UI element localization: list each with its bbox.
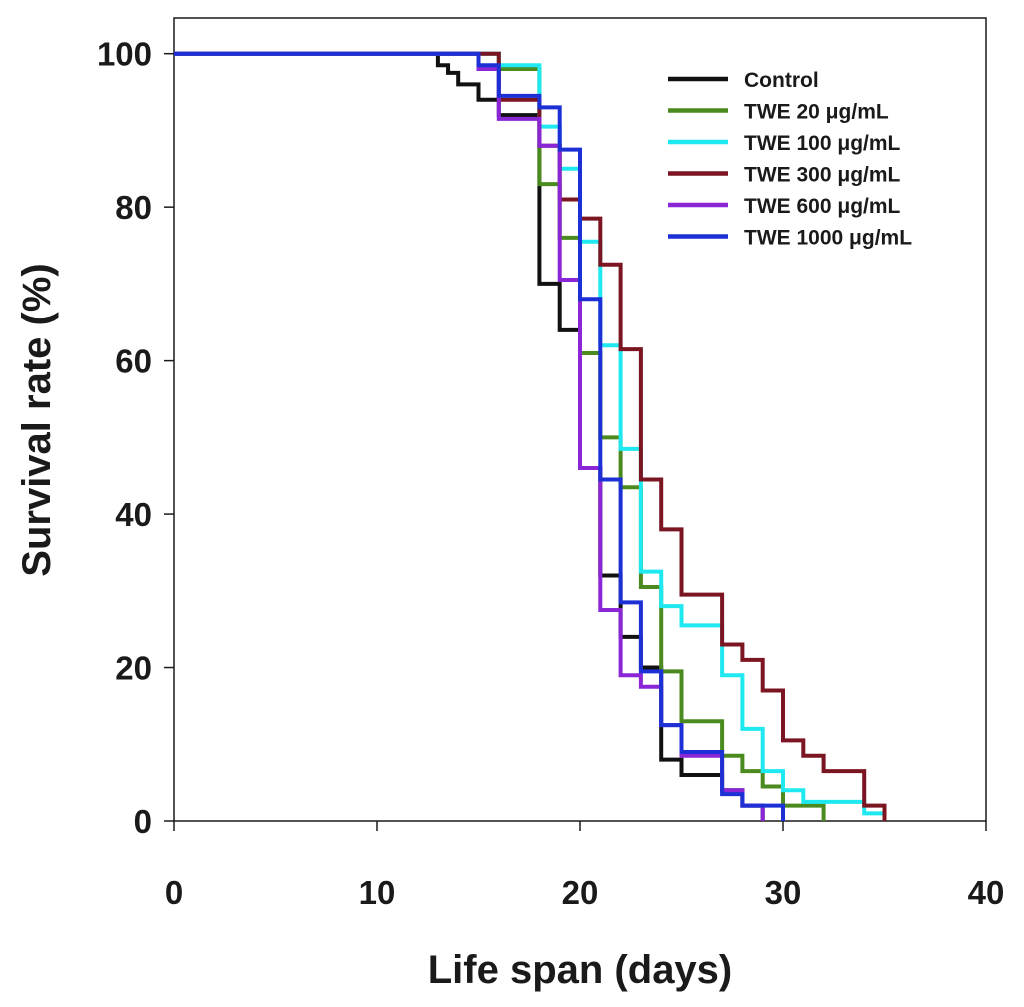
y-axis-title: Survival rate (%) [15, 263, 59, 576]
legend-label: TWE 300 μg/mL [744, 164, 901, 187]
legend-label: TWE 600 μg/mL [744, 195, 901, 218]
x-tick-label: 30 [765, 874, 802, 911]
y-tick-label: 0 [134, 803, 152, 840]
x-tick-label: 20 [562, 874, 599, 911]
legend-label: TWE 100 μg/mL [744, 132, 901, 155]
series-line-2 [174, 51, 826, 821]
legend: Control TWE 20 μg/mL TWE 100 μg/mL TWE 300 … [668, 69, 912, 250]
x-axis-title: Life span (days) [428, 948, 733, 992]
x-tick-label: 0 [165, 874, 183, 911]
legend-label: TWE 1000 μg/mL [744, 227, 912, 250]
legend-label: Control [744, 69, 819, 92]
y-tick-label: 20 [115, 650, 152, 687]
legend-label: TWE 20 μg/mL [744, 101, 889, 124]
series-group [174, 51, 887, 821]
x-tick-label: 40 [968, 874, 1005, 911]
y-tick-label: 40 [115, 496, 152, 533]
y-tick-label: 60 [115, 343, 152, 380]
axis-ticks: 0 10 20 30 40 0 20 40 60 80 100 [97, 36, 1004, 911]
y-tick-label: 80 [115, 189, 152, 226]
y-tick-label: 100 [97, 36, 152, 73]
x-tick-label: 10 [359, 874, 396, 911]
series-line-6 [174, 51, 785, 821]
